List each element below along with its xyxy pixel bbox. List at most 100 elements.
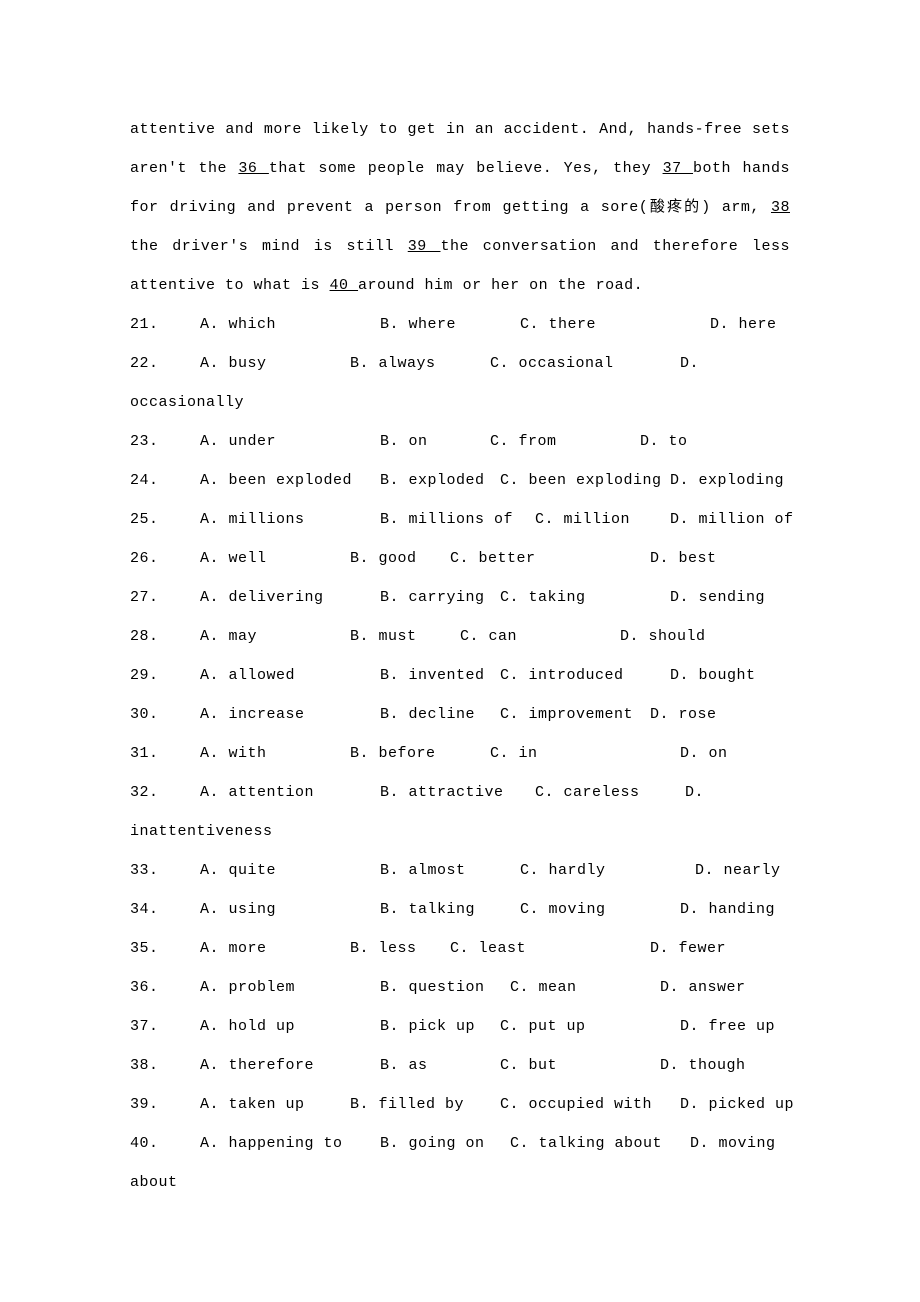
- options: A. wellB. goodC. betterD. best: [200, 539, 790, 578]
- option-c: C. from: [490, 422, 640, 461]
- option-c: C. careless: [535, 773, 685, 812]
- question-row: 31.A. withB. beforeC. inD. on: [130, 734, 790, 773]
- option-a: A. under: [200, 422, 380, 461]
- option-continuation: inattentiveness: [130, 812, 790, 851]
- option-d: D. bought: [670, 656, 756, 695]
- option-d: D. exploding: [670, 461, 784, 500]
- question-row: 35.A. moreB. lessC. leastD. fewer: [130, 929, 790, 968]
- question-row: 22.A. busyB. alwaysC. occasionalD.: [130, 344, 790, 383]
- options: A. whichB. whereC. thereD. here: [200, 305, 790, 344]
- option-continuation: occasionally: [130, 383, 790, 422]
- question-row: 37.A. hold upB. pick upC. put upD. free …: [130, 1007, 790, 1046]
- question-number: 30.: [130, 695, 200, 734]
- option-b: B. question: [380, 968, 510, 1007]
- question-number: 33.: [130, 851, 200, 890]
- options: A. millionsB. millions ofC. millionD. mi…: [200, 500, 794, 539]
- question-number: 25.: [130, 500, 200, 539]
- option-a: A. attention: [200, 773, 380, 812]
- options: A. hold upB. pick upC. put upD. free up: [200, 1007, 790, 1046]
- question-number: 24.: [130, 461, 200, 500]
- options: A. busyB. alwaysC. occasionalD.: [200, 344, 790, 383]
- option-c: C. occasional: [490, 344, 680, 383]
- option-d: D. should: [620, 617, 706, 656]
- option-a: A. millions: [200, 500, 380, 539]
- option-c: C. talking about: [510, 1124, 690, 1163]
- option-c: C. least: [450, 929, 650, 968]
- option-b: B. millions of: [380, 500, 535, 539]
- options: A. taken upB. filled byC. occupied withD…: [200, 1085, 794, 1124]
- option-a: A. with: [200, 734, 350, 773]
- option-d: D. handing: [680, 890, 775, 929]
- option-a: A. allowed: [200, 656, 380, 695]
- options: A. moreB. lessC. leastD. fewer: [200, 929, 790, 968]
- option-d: D.: [685, 773, 704, 812]
- passage-text: that some people may believe. Yes, they: [269, 160, 663, 177]
- option-b: B. filled by: [350, 1085, 500, 1124]
- options: A. increaseB. declineC. improvementD. ro…: [200, 695, 790, 734]
- options: A. usingB. talkingC. movingD. handing: [200, 890, 790, 929]
- option-d: D. here: [710, 305, 777, 344]
- option-d: D. though: [660, 1046, 746, 1085]
- option-a: A. well: [200, 539, 350, 578]
- options: A. allowedB. inventedC. introducedD. bou…: [200, 656, 790, 695]
- blank-39: 39: [408, 238, 441, 255]
- question-row: 24.A. been explodedB. explodedC. been ex…: [130, 461, 790, 500]
- question-number: 37.: [130, 1007, 200, 1046]
- blank-36: 36: [238, 160, 268, 177]
- option-c: C. in: [490, 734, 680, 773]
- option-c: C. but: [500, 1046, 660, 1085]
- option-a: A. happening to: [200, 1124, 380, 1163]
- option-b: B. before: [350, 734, 490, 773]
- option-c: C. can: [460, 617, 620, 656]
- option-b: B. talking: [380, 890, 520, 929]
- option-d: D. million of: [670, 500, 794, 539]
- options: A. underB. onC. fromD. to: [200, 422, 790, 461]
- question-number: 29.: [130, 656, 200, 695]
- question-row: 40.A. happening toB. going onC. talking …: [130, 1124, 790, 1163]
- blank-40: 40: [330, 277, 359, 294]
- option-a: A. taken up: [200, 1085, 350, 1124]
- option-a: A. problem: [200, 968, 380, 1007]
- options: A. attentionB. attractiveC. carelessD.: [200, 773, 790, 812]
- option-d: D. rose: [650, 695, 717, 734]
- passage-text: around him or her on the road.: [358, 277, 643, 294]
- option-a: A. more: [200, 929, 350, 968]
- options: A. thereforeB. asC. butD. though: [200, 1046, 790, 1085]
- option-a: A. may: [200, 617, 350, 656]
- question-number: 34.: [130, 890, 200, 929]
- option-a: A. busy: [200, 344, 350, 383]
- question-row: 29.A. allowedB. inventedC. introducedD. …: [130, 656, 790, 695]
- option-d: D. best: [650, 539, 717, 578]
- options: A. happening toB. going onC. talking abo…: [200, 1124, 790, 1163]
- option-b: B. invented: [380, 656, 500, 695]
- question-row: 26.A. wellB. goodC. betterD. best: [130, 539, 790, 578]
- question-number: 23.: [130, 422, 200, 461]
- blank-37: 37: [663, 160, 693, 177]
- question-row: 38.A. thereforeB. asC. butD. though: [130, 1046, 790, 1085]
- option-d: D. nearly: [695, 851, 781, 890]
- option-b: B. exploded: [380, 461, 500, 500]
- question-number: 36.: [130, 968, 200, 1007]
- option-b: B. carrying: [380, 578, 500, 617]
- option-a: A. increase: [200, 695, 380, 734]
- option-b: B. pick up: [380, 1007, 500, 1046]
- question-row: 33.A. quiteB. almostC. hardlyD. nearly: [130, 851, 790, 890]
- option-d: D. moving: [690, 1124, 776, 1163]
- option-c: C. put up: [500, 1007, 680, 1046]
- option-d: D. to: [640, 422, 688, 461]
- option-c: C. better: [450, 539, 650, 578]
- option-a: A. therefore: [200, 1046, 380, 1085]
- question-row: 28.A. mayB. mustC. canD. should: [130, 617, 790, 656]
- option-d: D. on: [680, 734, 728, 773]
- passage-text: the driver's mind is still: [130, 238, 408, 255]
- option-d: D. free up: [680, 1007, 775, 1046]
- question-number: 38.: [130, 1046, 200, 1085]
- option-c: C. improvement: [500, 695, 650, 734]
- option-b: B. must: [350, 617, 460, 656]
- question-number: 31.: [130, 734, 200, 773]
- question-row: 39.A. taken upB. filled byC. occupied wi…: [130, 1085, 790, 1124]
- option-b: B. going on: [380, 1124, 510, 1163]
- question-row: 34.A. usingB. talkingC. movingD. handing: [130, 890, 790, 929]
- cloze-passage: attentive and more likely to get in an a…: [130, 110, 790, 305]
- options: A. quiteB. almostC. hardlyD. nearly: [200, 851, 790, 890]
